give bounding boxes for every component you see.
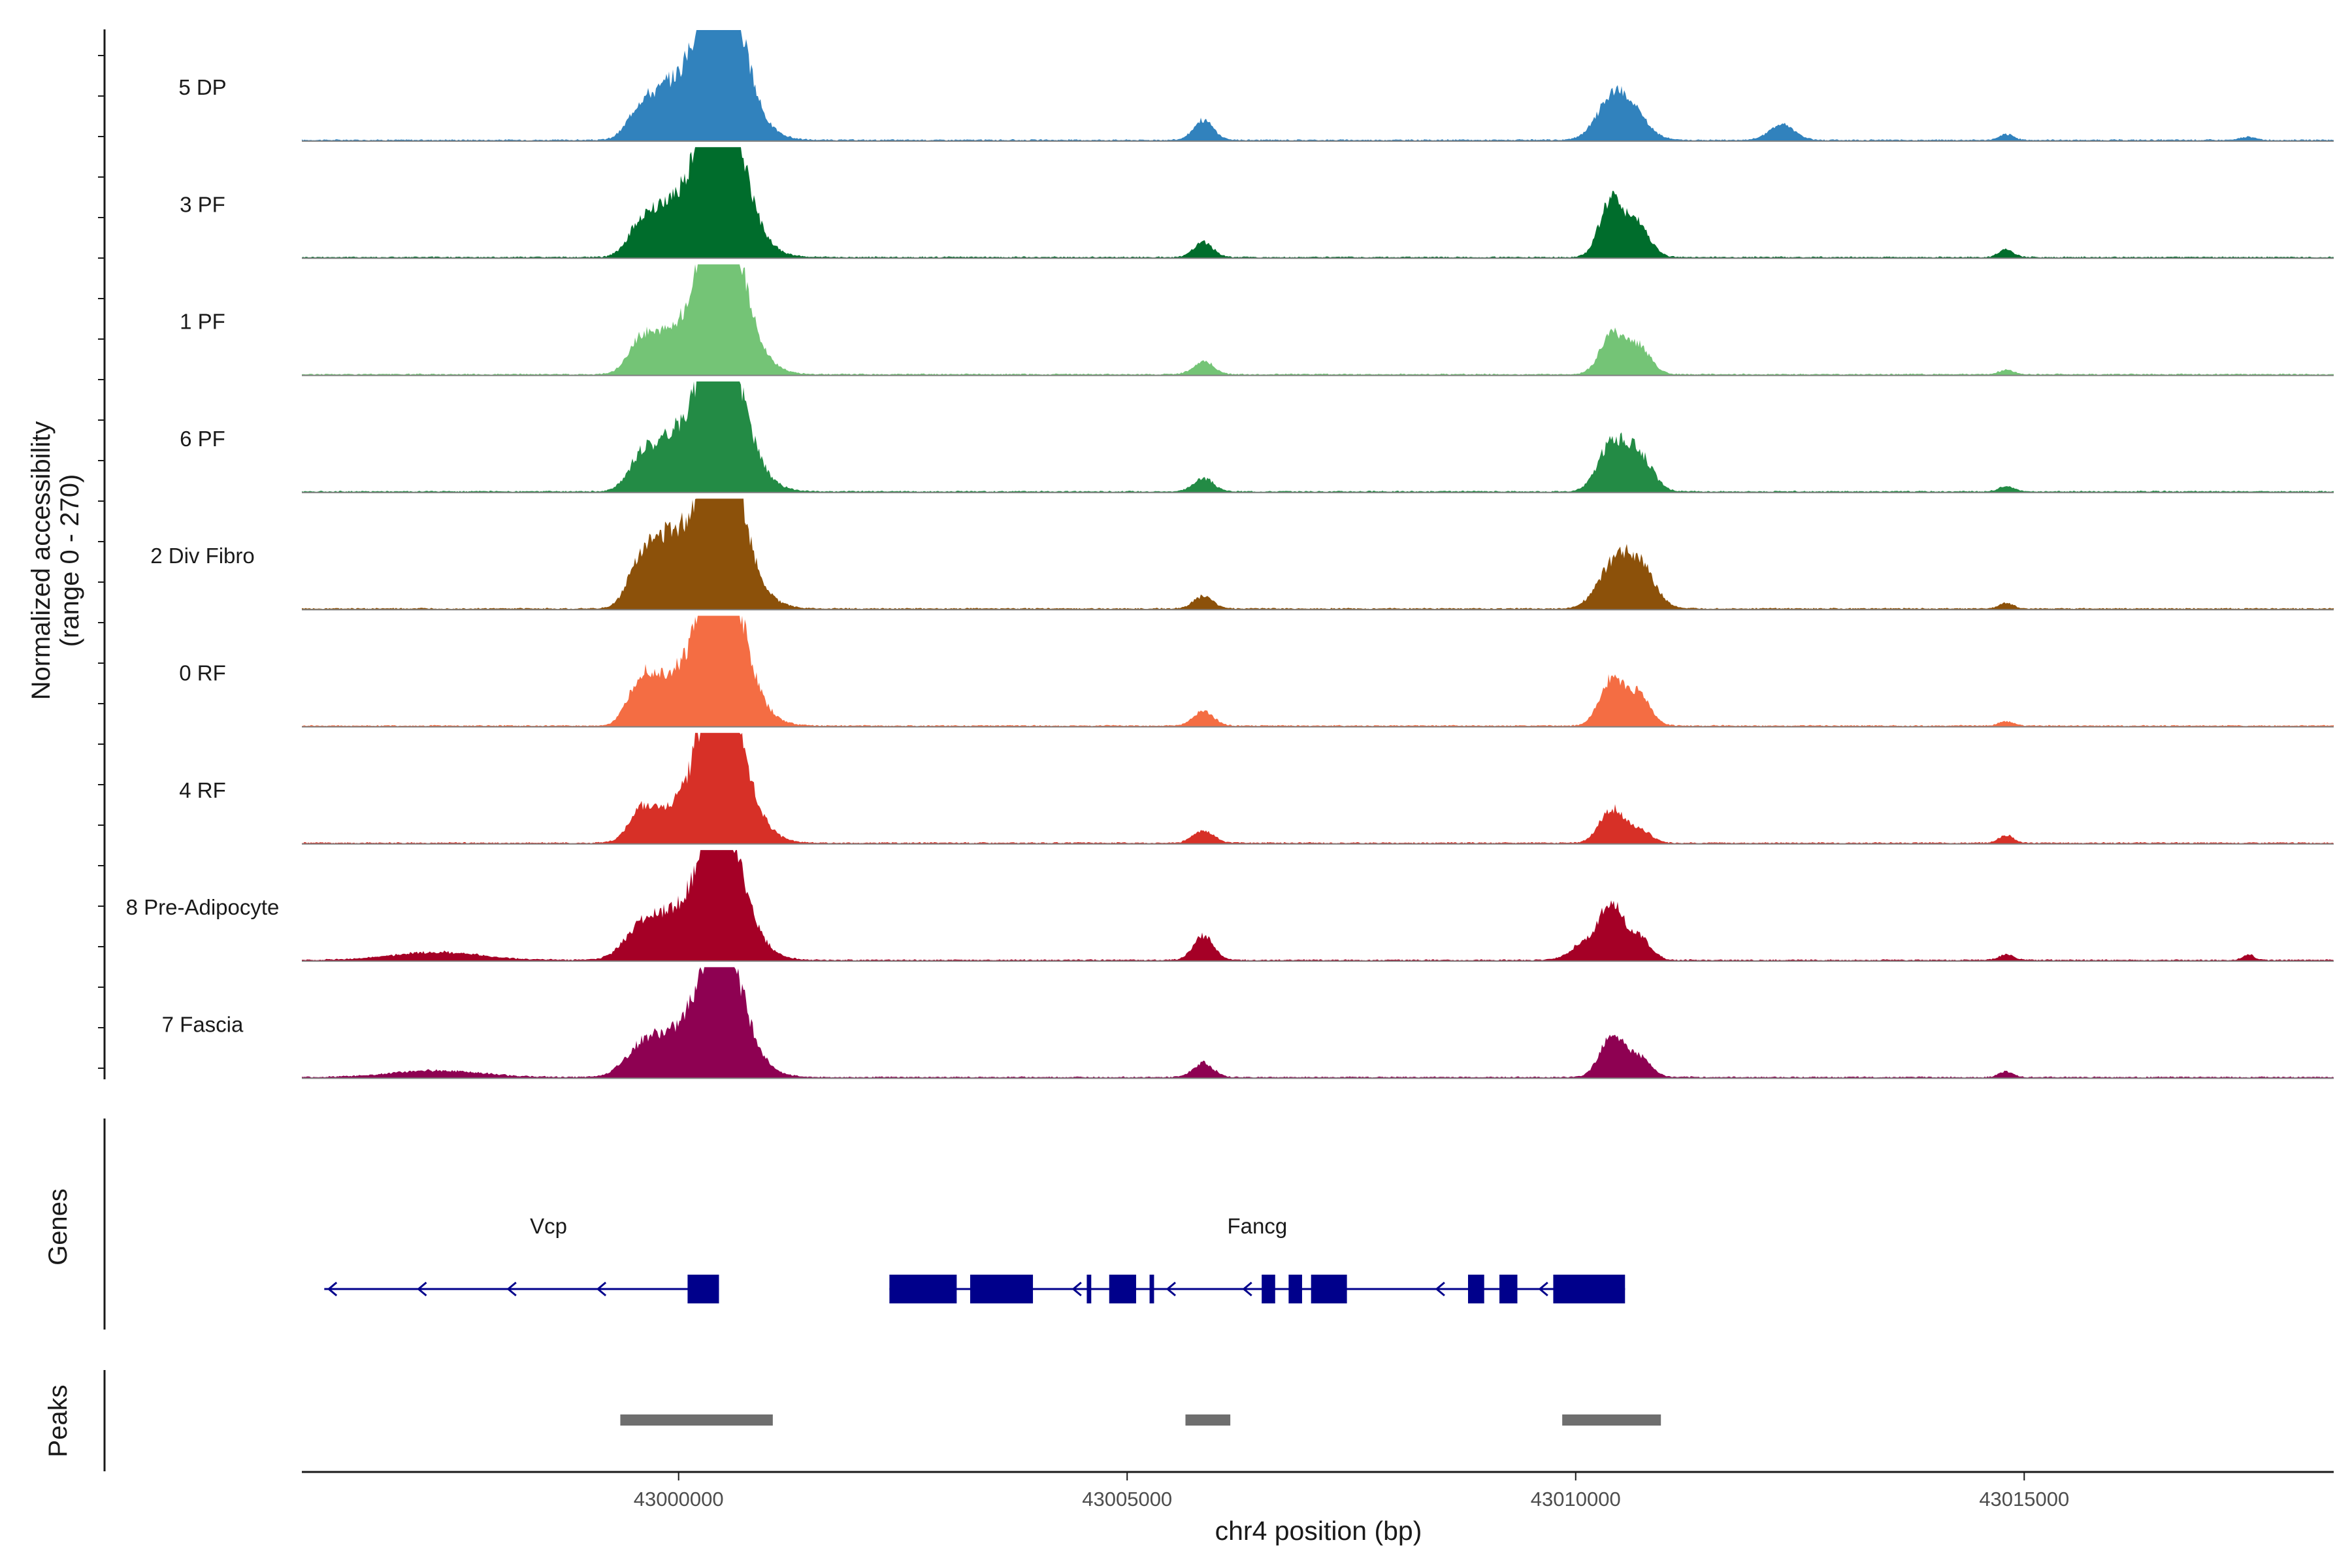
x-tick-label: 43010000 [1531, 1488, 1621, 1511]
gene-exon [1149, 1275, 1154, 1303]
gene-exon [889, 1275, 957, 1303]
track-label: 3 PF [180, 192, 225, 216]
track-label: 4 RF [179, 778, 226, 802]
strand-arrow [506, 1281, 517, 1297]
x-tick-label: 43005000 [1082, 1488, 1172, 1511]
coverage-area-7 [302, 850, 2334, 962]
gene-annotation-track: Vcp Fancg [324, 1214, 1625, 1303]
coverage-area-5 [302, 615, 2334, 727]
track-label: 7 Fascia [162, 1012, 244, 1036]
strand-arrow [1166, 1281, 1176, 1297]
strand-arrow [417, 1281, 427, 1297]
coverage-area-6 [302, 732, 2334, 844]
coverage-area-0 [302, 30, 2334, 141]
track-label: 1 PF [180, 310, 225, 334]
gene-exon [1288, 1275, 1302, 1303]
coverage-area-4 [302, 498, 2334, 610]
track-label: 2 Div Fibro [150, 544, 255, 568]
gene-exon [1499, 1275, 1518, 1303]
gene-exon [1262, 1275, 1275, 1303]
gene-exon [970, 1275, 1034, 1303]
y-axis-label-range: (range 0 - 270) [56, 474, 84, 647]
strand-arrow [1071, 1281, 1082, 1297]
strand-arrow [1538, 1281, 1548, 1297]
strand-arrow [1242, 1281, 1252, 1297]
peaks-panel-label: Peaks [44, 1384, 73, 1457]
track-label: 8 Pre-Adipocyte [126, 895, 280, 919]
strand-arrow [327, 1281, 338, 1297]
coverage-tracks: 5 DP 3 PF 1 PF 6 PF 2 Div Fibro 0 RF 4 RF 8 Pre… [126, 30, 2334, 1079]
gene-exon [1311, 1275, 1347, 1303]
track-label: 6 PF [180, 427, 225, 451]
coverage-area-8 [302, 967, 2334, 1079]
strand-arrow [1435, 1281, 1445, 1297]
gene-name-label: Fancg [1227, 1214, 1287, 1238]
axes [98, 29, 106, 1471]
coverage-area-1 [302, 147, 2334, 259]
gene-exon [1467, 1275, 1484, 1303]
genes-panel-label: Genes [44, 1188, 73, 1266]
x-axis: 43000000 43005000 43010000 43015000 [302, 1471, 2334, 1511]
gene-exon [687, 1275, 719, 1303]
x-axis-label: chr4 position (bp) [1215, 1516, 1422, 1546]
peak-region-track [620, 1414, 1661, 1426]
peak-region [620, 1414, 773, 1426]
coverage-area-3 [302, 381, 2334, 493]
strand-arrow [596, 1281, 607, 1297]
peak-region [1185, 1414, 1231, 1426]
x-tick-label: 43000000 [634, 1488, 724, 1511]
x-tick-label: 43015000 [1979, 1488, 2069, 1511]
peak-region [1562, 1414, 1661, 1426]
y-axis-label: Normalized accessibility [27, 421, 56, 700]
track-label: 0 RF [179, 661, 226, 685]
track-label: 5 DP [178, 75, 226, 99]
gene-exon [1086, 1275, 1092, 1303]
gene-exon [1553, 1275, 1625, 1303]
coverage-area-2 [302, 264, 2334, 376]
gene-name-label: Vcp [530, 1214, 567, 1238]
gene-exon [1109, 1275, 1136, 1303]
